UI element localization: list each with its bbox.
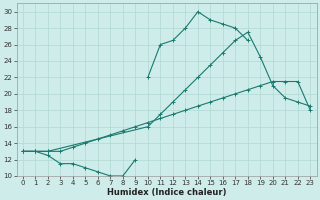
X-axis label: Humidex (Indice chaleur): Humidex (Indice chaleur): [107, 188, 226, 197]
